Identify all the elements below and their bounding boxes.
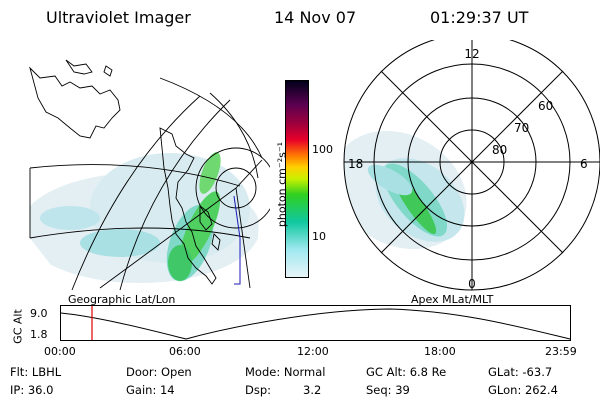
dsp-value: 3.2 xyxy=(303,383,322,397)
timeline-xtick-1800: 18:00 xyxy=(424,345,456,358)
time-label: 01:29:37 UT xyxy=(430,8,529,27)
timeline-ytick-1-8: 1.8 xyxy=(30,328,48,341)
geographic-image-panel xyxy=(29,59,270,291)
date-label: 14 Nov 07 xyxy=(274,8,357,27)
geo-coastlines xyxy=(29,59,221,285)
geo-panel-caption: Geographic Lat/Lon xyxy=(68,293,176,306)
mlt-label-18: 18 xyxy=(348,157,363,171)
timeline-xtick-0000: 00:00 xyxy=(44,345,76,358)
mlt-label-6: 6 xyxy=(580,157,588,171)
colorbar-tick-10: 10 xyxy=(312,230,326,243)
gc-alt-status: GC Alt: 6.8 Re xyxy=(366,365,447,379)
ip-status: IP: 36.0 xyxy=(10,383,54,397)
polar-aurora-emission xyxy=(344,130,467,250)
mlat-label-70: 70 xyxy=(514,121,529,135)
seq-status: Seq: 39 xyxy=(366,383,410,397)
mode-status: Mode: Normal xyxy=(245,365,326,379)
timeline-xtick-0600: 06:00 xyxy=(169,345,201,358)
polar-mlat-mlt-panel: 12 18 6 0 60 70 80 xyxy=(343,40,600,291)
gain-status: Gain: 14 xyxy=(126,383,175,397)
timeline-xtick-1200: 12:00 xyxy=(297,345,329,358)
timeline-plot xyxy=(60,305,571,341)
instrument-title: Ultraviolet Imager xyxy=(46,8,191,27)
geo-grid xyxy=(29,77,270,291)
geo-footprint-line xyxy=(233,195,241,285)
polar-grid xyxy=(343,40,600,291)
filter-status: Flt: LBHL xyxy=(10,365,62,379)
glat-status: GLat: -63.7 xyxy=(488,365,553,379)
colorbar-tick-100: 100 xyxy=(312,143,333,156)
dsp-label: Dsp: xyxy=(245,383,272,397)
colorbar-unit-label: photon cm⁻²s⁻¹ xyxy=(275,141,289,228)
colorbar xyxy=(285,80,309,278)
timeline-xtick-2359: 23:59 xyxy=(545,345,577,358)
mlat-label-80: 80 xyxy=(492,143,507,157)
polar-panel-caption: Apex MLat/MLT xyxy=(411,293,494,306)
timeline-axis-label: GC Alt xyxy=(11,309,25,344)
orbit-altitude-curve xyxy=(60,308,571,340)
glon-status: GLon: 262.4 xyxy=(488,383,558,397)
mlt-label-12: 12 xyxy=(464,47,479,61)
timeline-ytick-9: 9.0 xyxy=(30,307,48,320)
door-status: Door: Open xyxy=(126,365,192,379)
mlat-label-60: 60 xyxy=(538,99,553,113)
mlt-label-0: 0 xyxy=(468,277,476,291)
